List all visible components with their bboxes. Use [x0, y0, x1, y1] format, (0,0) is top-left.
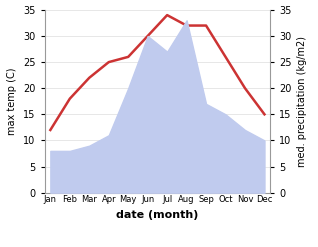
- Y-axis label: max temp (C): max temp (C): [7, 67, 17, 135]
- X-axis label: date (month): date (month): [116, 210, 199, 220]
- Y-axis label: med. precipitation (kg/m2): med. precipitation (kg/m2): [297, 36, 308, 167]
